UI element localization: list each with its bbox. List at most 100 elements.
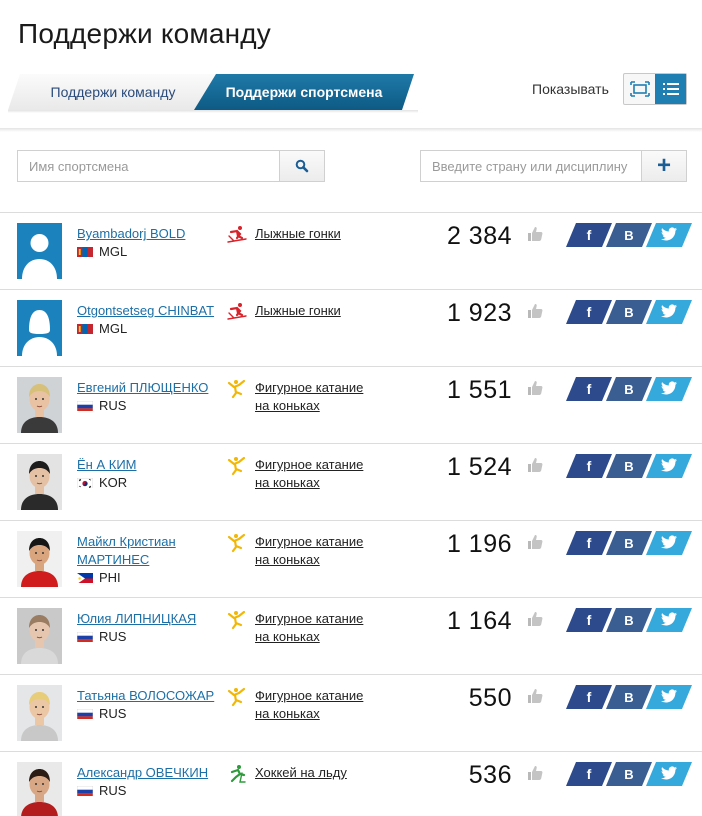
vk-share-button[interactable]: B — [606, 608, 652, 632]
athlete-name-link[interactable]: Майкл Кристиан МАРТИНЕС — [77, 534, 176, 567]
flag-icon — [77, 631, 93, 642]
athlete-list: Byambadorj BOLD MGL Лыжные гонки 2 384 f B Otg… — [0, 212, 702, 816]
sport-link[interactable]: Лыжные гонки — [255, 303, 341, 318]
vk-share-button[interactable]: B — [606, 685, 652, 709]
vk-icon: B — [624, 766, 634, 782]
athlete-name-link[interactable]: Евгений ПЛЮЩЕНКО — [77, 380, 209, 395]
twitter-share-button[interactable] — [646, 762, 692, 786]
facebook-share-button[interactable]: f — [566, 454, 612, 478]
twitter-icon — [661, 612, 678, 629]
tab-support-team[interactable]: Поддержи команду — [8, 74, 218, 110]
vk-share-button[interactable]: B — [606, 377, 652, 401]
vk-icon: B — [624, 458, 634, 474]
athlete-name-link[interactable]: Ён А КИМ — [77, 457, 137, 472]
thumbs-up-icon[interactable] — [526, 379, 544, 397]
twitter-share-button[interactable] — [646, 377, 692, 401]
athlete-name-link[interactable]: Byambadorj BOLD — [77, 226, 186, 241]
athlete-avatar[interactable] — [17, 454, 62, 510]
athlete-avatar[interactable] — [17, 377, 62, 433]
tab-support-athlete[interactable]: Поддержи спортсмена — [194, 74, 414, 110]
sport-link[interactable]: Фигурное катание на коньках — [255, 688, 364, 721]
twitter-icon — [661, 304, 678, 321]
facebook-icon: f — [586, 612, 592, 628]
athlete-avatar[interactable] — [17, 531, 62, 587]
twitter-share-button[interactable] — [646, 608, 692, 632]
grid-view-button[interactable] — [624, 74, 655, 104]
country-code: RUS — [99, 783, 127, 798]
vote-count: 536 — [468, 761, 512, 789]
sport-link[interactable]: Лыжные гонки — [255, 226, 341, 241]
athlete-avatar[interactable] — [17, 223, 62, 279]
country-code: MGL — [99, 244, 128, 259]
athlete-avatar[interactable] — [17, 762, 62, 816]
vote-count: 1 551 — [446, 376, 512, 404]
thumbs-up-icon[interactable] — [526, 687, 544, 705]
plus-icon: + — [656, 152, 671, 179]
twitter-share-button[interactable] — [646, 300, 692, 324]
vote-count: 1 923 — [446, 299, 512, 327]
list-view-button[interactable] — [655, 74, 686, 104]
thumbs-up-icon[interactable] — [526, 456, 544, 474]
facebook-share-button[interactable]: f — [566, 608, 612, 632]
athlete-row: Byambadorj BOLD MGL Лыжные гонки 2 384 f B — [0, 213, 702, 290]
thumbs-up-icon[interactable] — [526, 302, 544, 320]
sport-link[interactable]: Фигурное катание на коньках — [255, 380, 364, 413]
facebook-icon: f — [586, 689, 592, 705]
vk-share-button[interactable]: B — [606, 762, 652, 786]
tab-bar-shadow — [8, 110, 418, 113]
flag-icon — [77, 572, 93, 583]
athlete-name-link[interactable]: Юлия ЛИПНИЦКАЯ — [77, 611, 197, 626]
vk-share-button[interactable]: B — [606, 300, 652, 324]
grid-view-icon — [629, 81, 650, 97]
view-mode-toggle — [623, 73, 687, 105]
thumbs-up-icon[interactable] — [526, 764, 544, 782]
sport-link[interactable]: Фигурное катание на коньках — [255, 611, 364, 644]
skiing-icon — [227, 302, 247, 322]
athlete-search-input[interactable] — [18, 151, 279, 181]
facebook-share-button[interactable]: f — [566, 223, 612, 247]
facebook-share-button[interactable]: f — [566, 531, 612, 555]
athlete-avatar[interactable] — [17, 685, 62, 741]
flag-icon — [77, 785, 93, 796]
header-divider — [0, 128, 702, 132]
add-filter-button[interactable]: + — [641, 151, 686, 181]
search-button[interactable] — [279, 151, 324, 181]
twitter-share-button[interactable] — [646, 531, 692, 555]
athlete-avatar[interactable] — [17, 300, 62, 356]
vk-icon: B — [624, 304, 634, 320]
vk-share-button[interactable]: B — [606, 223, 652, 247]
vk-share-button[interactable]: B — [606, 531, 652, 555]
facebook-share-button[interactable]: f — [566, 377, 612, 401]
thumbs-up-icon[interactable] — [526, 225, 544, 243]
athlete-avatar[interactable] — [17, 608, 62, 664]
athlete-row: Александр ОВЕЧКИН RUS Хоккей на льду 536 f B — [0, 752, 702, 816]
vk-share-button[interactable]: B — [606, 454, 652, 478]
athlete-country: KOR — [77, 475, 127, 490]
twitter-share-button[interactable] — [646, 223, 692, 247]
sport-link[interactable]: Фигурное катание на коньках — [255, 457, 364, 490]
athlete-name-link[interactable]: Александр ОВЕЧКИН — [77, 765, 209, 780]
twitter-share-button[interactable] — [646, 454, 692, 478]
twitter-share-button[interactable] — [646, 685, 692, 709]
athlete-row: Otgontsetseg CHINBAT MGL Лыжные гонки 1 923… — [0, 290, 702, 367]
sport-link[interactable]: Фигурное катание на коньках — [255, 534, 364, 567]
facebook-share-button[interactable]: f — [566, 300, 612, 324]
athlete-country: RUS — [77, 706, 126, 721]
country-discipline-input[interactable] — [421, 151, 641, 181]
vote-count: 1 164 — [446, 607, 512, 635]
thumbs-up-icon[interactable] — [526, 533, 544, 551]
athlete-name-link[interactable]: Otgontsetseg CHINBAT — [77, 303, 215, 318]
thumbs-up-icon[interactable] — [526, 610, 544, 628]
vote-count: 550 — [468, 684, 512, 712]
facebook-icon: f — [586, 766, 592, 782]
athlete-name-link[interactable]: Татьяна ВОЛОСОЖАР — [77, 688, 215, 703]
facebook-share-button[interactable]: f — [566, 762, 612, 786]
country-code: RUS — [99, 629, 127, 644]
flag-icon — [77, 477, 93, 488]
twitter-icon — [661, 458, 678, 475]
facebook-share-button[interactable]: f — [566, 685, 612, 709]
sport-link[interactable]: Хоккей на льду — [255, 765, 347, 780]
